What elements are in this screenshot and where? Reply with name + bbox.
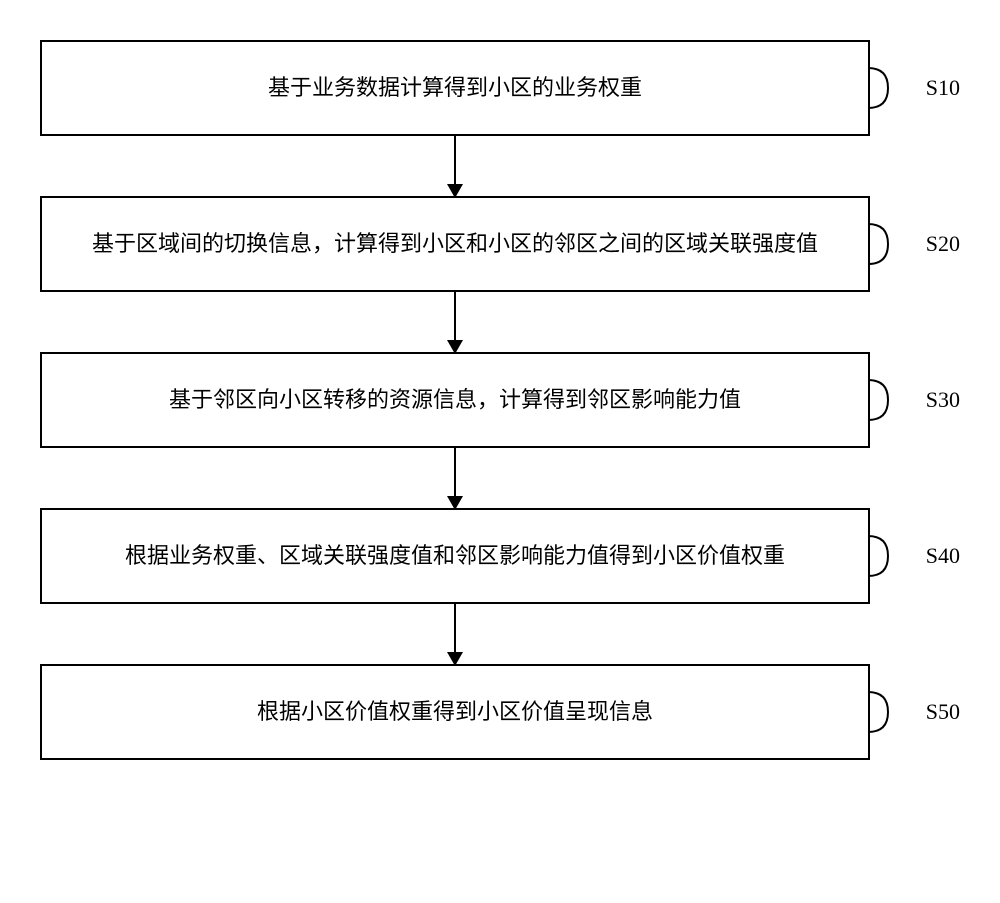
arrow-wrapper [40, 448, 960, 508]
step-s40: 根据业务权重、区域关联强度值和邻区影响能力值得到小区价值权重 S40 [40, 508, 960, 604]
step-box: 基于区域间的切换信息，计算得到小区和小区的邻区之间的区域关联强度值 [40, 196, 870, 292]
step-label-area: S30 [870, 352, 960, 448]
step-text: 基于邻区向小区转移的资源信息，计算得到邻区影响能力值 [169, 382, 741, 417]
flowchart-container: 基于业务数据计算得到小区的业务权重 S10 基于区域间的切换信息，计算得到小区和… [40, 40, 960, 760]
step-label-area: S20 [870, 196, 960, 292]
label-curve-icon [868, 370, 908, 430]
step-label-area: S40 [870, 508, 960, 604]
label-curve-icon [868, 682, 908, 742]
step-id-label: S20 [926, 231, 960, 257]
step-id-label: S50 [926, 699, 960, 725]
label-curve-icon [868, 526, 908, 586]
step-box: 根据小区价值权重得到小区价值呈现信息 [40, 664, 870, 760]
label-curve-icon [868, 214, 908, 274]
step-text: 根据业务权重、区域关联强度值和邻区影响能力值得到小区价值权重 [125, 538, 785, 573]
arrow-icon [454, 604, 456, 664]
step-id-label: S10 [926, 75, 960, 101]
step-s10: 基于业务数据计算得到小区的业务权重 S10 [40, 40, 960, 136]
arrow-icon [454, 136, 456, 196]
step-label-area: S10 [870, 40, 960, 136]
arrow-wrapper [40, 136, 960, 196]
step-text: 基于业务数据计算得到小区的业务权重 [268, 70, 642, 105]
arrow-icon [454, 292, 456, 352]
arrow-icon [454, 448, 456, 508]
step-label-area: S50 [870, 664, 960, 760]
step-box: 基于邻区向小区转移的资源信息，计算得到邻区影响能力值 [40, 352, 870, 448]
step-s30: 基于邻区向小区转移的资源信息，计算得到邻区影响能力值 S30 [40, 352, 960, 448]
step-box: 根据业务权重、区域关联强度值和邻区影响能力值得到小区价值权重 [40, 508, 870, 604]
step-text: 基于区域间的切换信息，计算得到小区和小区的邻区之间的区域关联强度值 [92, 226, 818, 261]
step-id-label: S40 [926, 543, 960, 569]
step-text: 根据小区价值权重得到小区价值呈现信息 [257, 694, 653, 729]
step-id-label: S30 [926, 387, 960, 413]
arrow-wrapper [40, 292, 960, 352]
step-s20: 基于区域间的切换信息，计算得到小区和小区的邻区之间的区域关联强度值 S20 [40, 196, 960, 292]
step-box: 基于业务数据计算得到小区的业务权重 [40, 40, 870, 136]
arrow-wrapper [40, 604, 960, 664]
label-curve-icon [868, 58, 908, 118]
step-s50: 根据小区价值权重得到小区价值呈现信息 S50 [40, 664, 960, 760]
